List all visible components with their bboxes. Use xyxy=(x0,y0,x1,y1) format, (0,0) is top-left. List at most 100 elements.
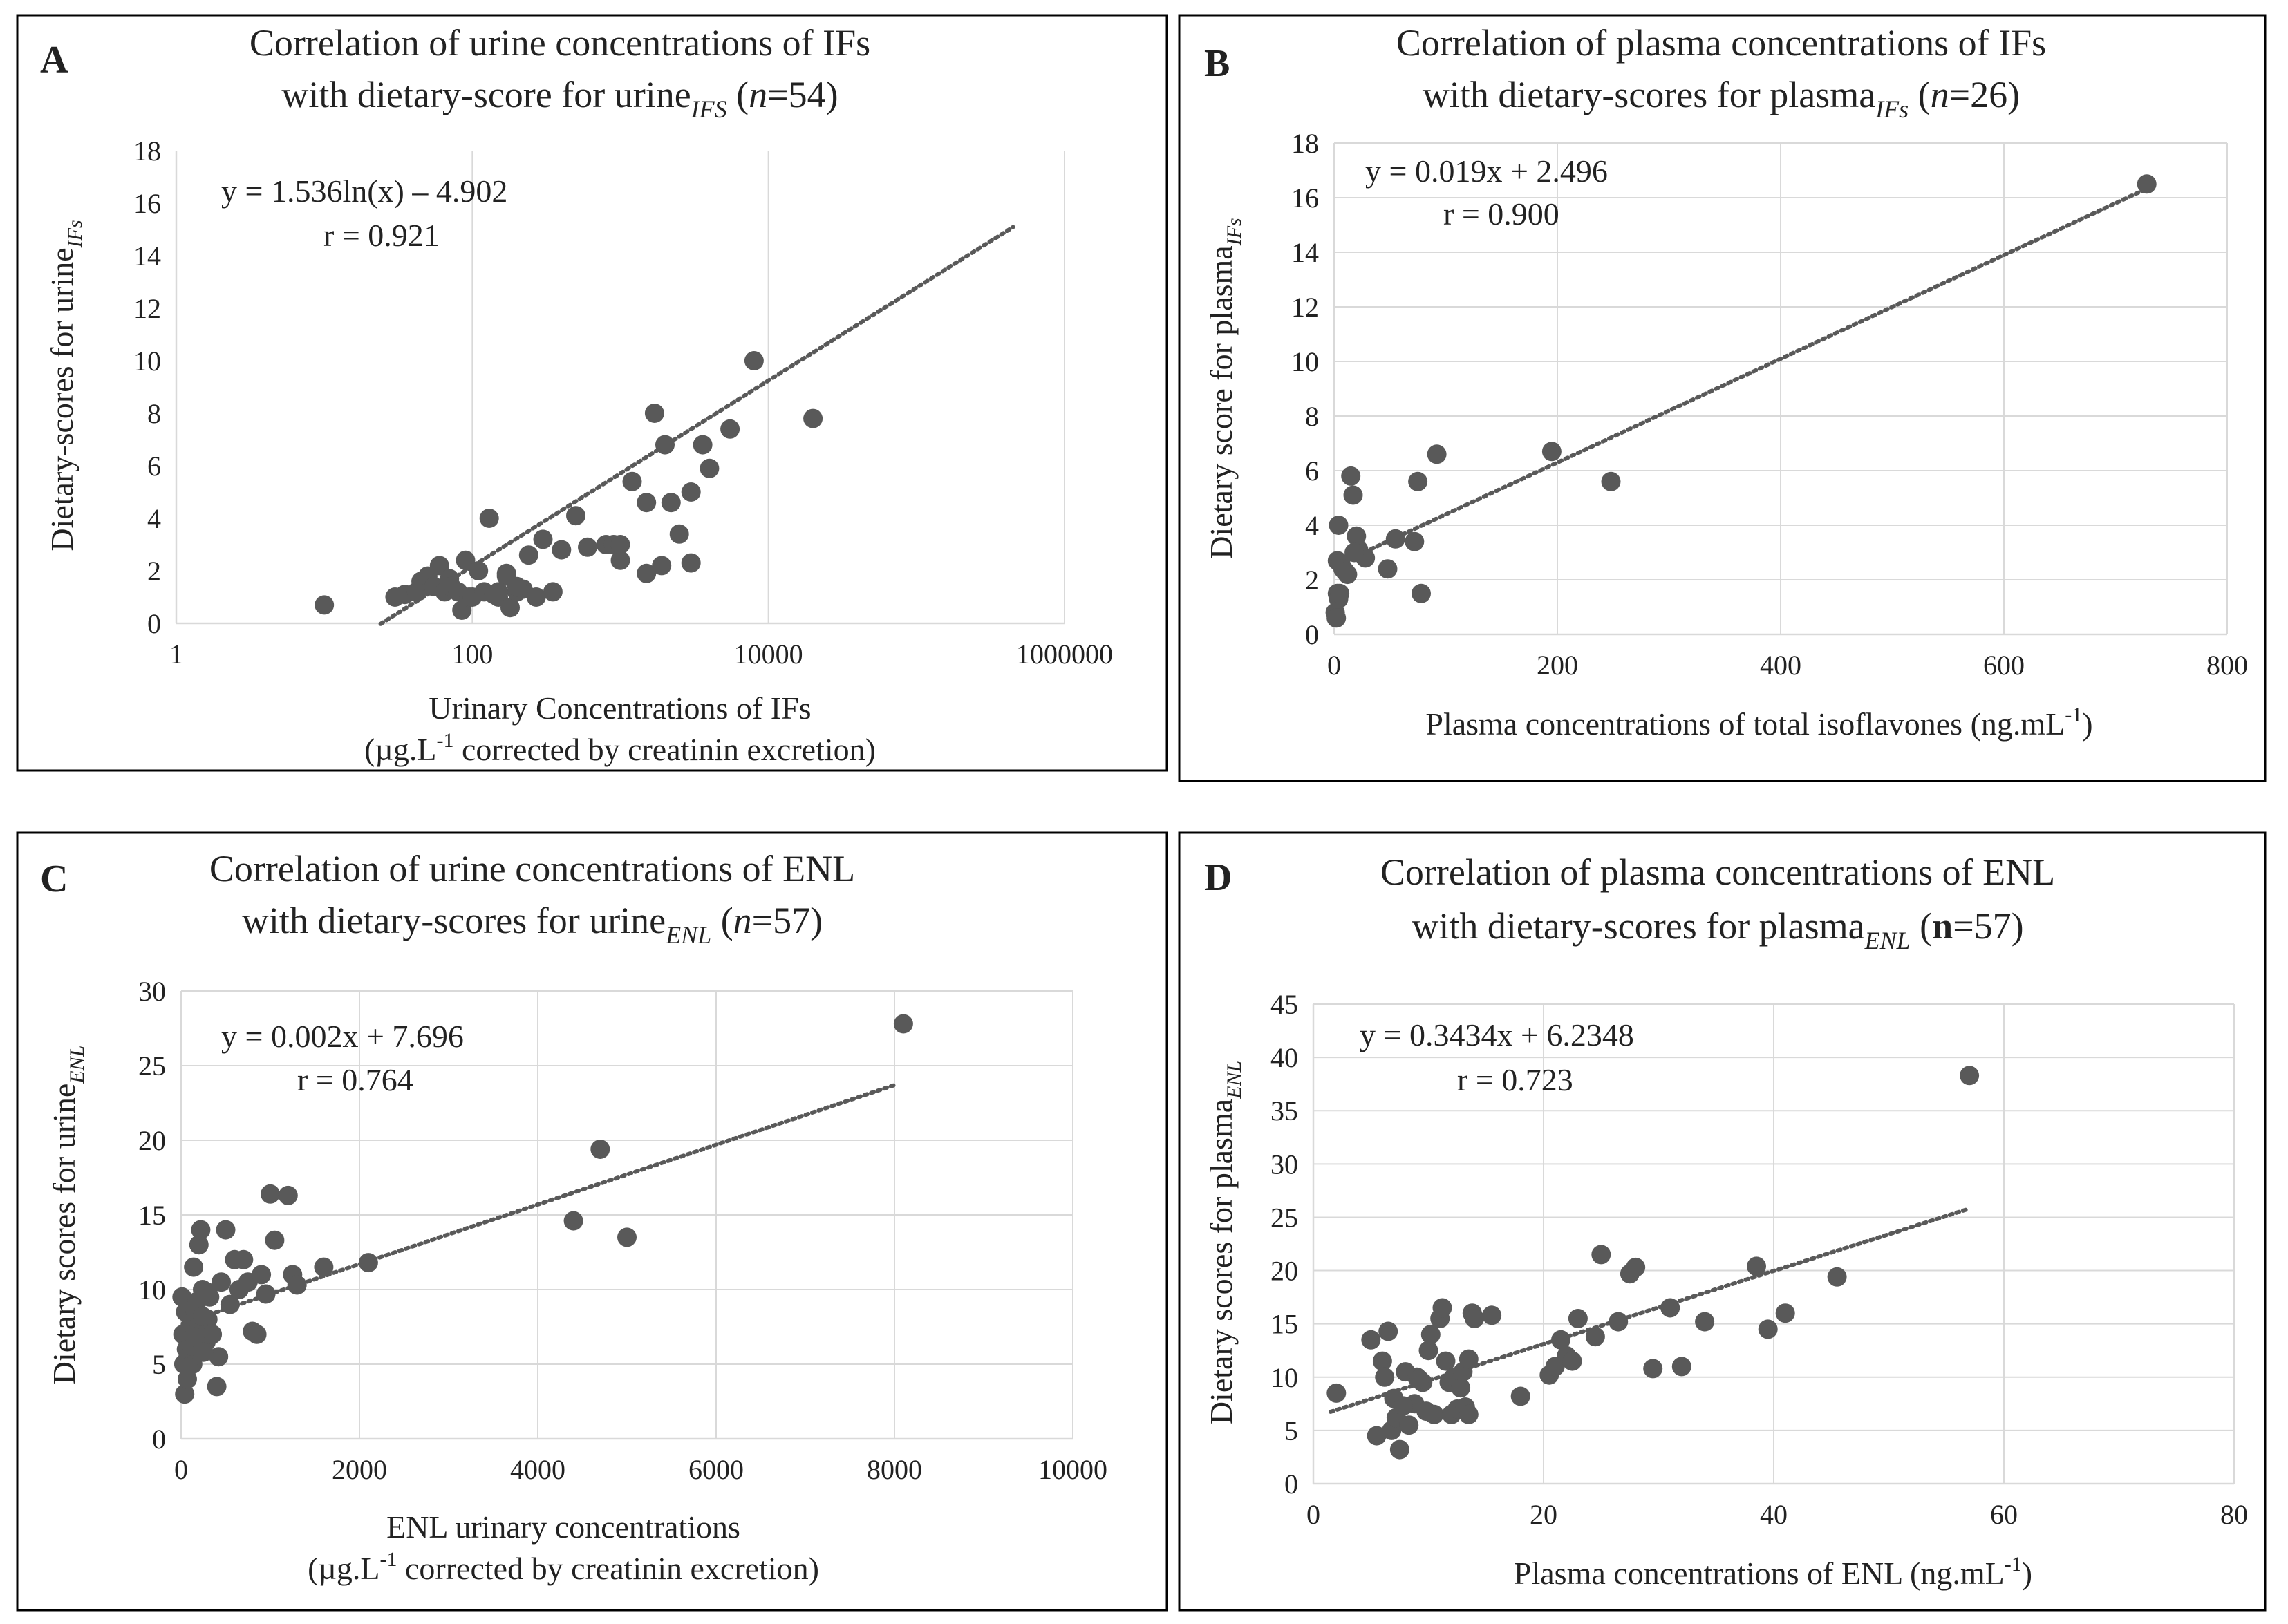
y-tick-label: 30 xyxy=(1270,1149,1298,1180)
y-tick-label: 15 xyxy=(1270,1309,1298,1340)
text-segment: -1 xyxy=(2005,1553,2022,1576)
data-point xyxy=(1326,608,1347,628)
data-point xyxy=(1562,1351,1582,1371)
data-point xyxy=(1341,466,1361,486)
text-segment: ( xyxy=(711,900,733,941)
text-segment: ( xyxy=(1909,74,1930,115)
data-point xyxy=(429,556,449,576)
data-point xyxy=(469,561,489,580)
text-segment: =57) xyxy=(1953,905,2023,947)
data-point xyxy=(1482,1305,1502,1325)
gridlines xyxy=(181,990,1073,1439)
data-point xyxy=(247,1324,267,1344)
data-point xyxy=(456,550,476,570)
y-tick-label: 12 xyxy=(1291,292,1319,323)
chart-panel-c: 0 5 10 15 20 25 30 0 2000 4000 6000 8000 10000 y = 0.… xyxy=(16,831,1168,1612)
text-segment: ENL xyxy=(1223,1061,1246,1099)
text-segment: with dietary-scores for plasma xyxy=(1423,74,1875,115)
trendline-equation: y = 0.019x + 2.496 xyxy=(1365,153,1608,189)
data-point xyxy=(578,537,597,557)
y-axis-label: Dietary scores for urineENL xyxy=(46,1046,88,1385)
data-point xyxy=(543,582,563,602)
data-point xyxy=(1459,1404,1479,1424)
panel-letter: D xyxy=(1204,856,1232,899)
data-point xyxy=(1385,529,1405,549)
data-point xyxy=(1551,1330,1570,1350)
data-point xyxy=(610,535,630,554)
data-point xyxy=(314,1257,334,1277)
data-point xyxy=(189,1235,209,1255)
panel-letter: B xyxy=(1204,42,1230,85)
data-point xyxy=(1326,1383,1347,1403)
y-tick-label: 0 xyxy=(147,608,161,639)
data-point xyxy=(566,506,585,526)
data-point xyxy=(184,1257,204,1277)
y-tick-label: 15 xyxy=(138,1200,166,1231)
data-point xyxy=(175,1384,195,1404)
x-axis-label-line2: (µg.L-1 corrected by creatinin excretion… xyxy=(364,729,876,767)
text-segment: IFs xyxy=(64,220,86,248)
trendline-equation: y = 0.3434x + 6.2348 xyxy=(1360,1017,1634,1052)
gridlines xyxy=(471,151,1065,623)
data-point xyxy=(1378,1321,1398,1341)
data-point xyxy=(1436,1351,1456,1371)
data-point xyxy=(212,1272,232,1292)
y-tick-label: 8 xyxy=(1305,401,1319,432)
text-segment: ( xyxy=(1911,905,1932,947)
chart-title-line2: with dietary-scores for plasmaENL (n=57) xyxy=(1412,905,2023,954)
data-point xyxy=(617,1227,637,1247)
x-tick-label: 10000 xyxy=(1038,1454,1107,1485)
chart-title-line2: with dietary-scores for plasmaIFs (n=26) xyxy=(1423,74,2020,123)
data-points xyxy=(1325,174,2157,628)
data-points xyxy=(315,351,823,620)
data-point xyxy=(526,587,546,607)
data-point xyxy=(681,553,701,573)
x-tick-label: 1000000 xyxy=(1016,639,1113,670)
y-tick-label: 35 xyxy=(1270,1095,1298,1126)
data-point xyxy=(693,435,713,455)
text-segment: ENL xyxy=(1864,927,1911,954)
data-point xyxy=(484,585,504,605)
text-segment: with dietary-scores for plasma xyxy=(1412,905,1864,947)
data-point xyxy=(655,435,675,455)
trendline-equation: y = 1.536ln(x) – 4.902 xyxy=(221,173,507,209)
x-axis-label: Plasma concentrations of ENL (ng.mL-1) xyxy=(1514,1553,2032,1591)
data-point xyxy=(1378,559,1398,579)
data-point xyxy=(1405,531,1425,551)
y-axis-label: Dietary score for plasmaIFs xyxy=(1203,218,1246,558)
text-segment: ) xyxy=(2022,1556,2032,1591)
y-tick-label: 2 xyxy=(147,556,161,587)
data-point xyxy=(1338,565,1358,585)
text-segment: ( xyxy=(727,74,749,115)
y-tick-label: 45 xyxy=(1270,989,1298,1020)
data-point xyxy=(590,1140,610,1159)
data-points xyxy=(1326,1066,1980,1460)
data-point xyxy=(1609,1312,1629,1332)
text-segment: Dietary-scores for urine xyxy=(44,247,79,551)
text-segment: -1 xyxy=(2065,704,2082,726)
x-axis-label-line2: (µg.L-1 corrected by creatinin excretion… xyxy=(308,1548,819,1586)
data-point xyxy=(644,404,664,423)
data-point xyxy=(1375,1367,1395,1387)
y-tick-label: 5 xyxy=(1284,1415,1298,1446)
data-point xyxy=(1393,1396,1413,1416)
trendline xyxy=(1329,1207,1972,1414)
chart-panel-d: 0 5 10 15 20 25 30 35 40 45 0 20 40 60 80 y = 0.3434x +… xyxy=(1178,831,2267,1612)
data-point xyxy=(637,493,657,513)
y-axis-label: Dietary-scores for urineIFs xyxy=(44,220,86,551)
x-tick-label: 80 xyxy=(2220,1499,2248,1530)
text-segment: Urinary Concentrations of IFs xyxy=(429,690,811,726)
x-tick-label: 200 xyxy=(1537,650,1578,681)
data-point xyxy=(278,1185,298,1205)
data-point xyxy=(178,1357,198,1377)
x-tick-label: 4000 xyxy=(510,1454,565,1485)
chart-panel-a: 0 2 4 6 8 10 12 14 16 18 1 100 10000 1000000 y = 1.536… xyxy=(16,14,1168,772)
y-tick-label: 10 xyxy=(133,346,161,377)
x-tick-label: 600 xyxy=(1983,650,2025,681)
data-point xyxy=(1451,1378,1471,1398)
text-segment: ENL xyxy=(665,921,711,949)
y-tick-label: 6 xyxy=(147,451,161,482)
chart-panel-b: 0 2 4 6 8 10 12 14 16 18 0 200 400 600 800 y = 0.019x +… xyxy=(1178,14,2267,782)
data-point xyxy=(203,1324,223,1344)
data-point xyxy=(1408,471,1428,491)
